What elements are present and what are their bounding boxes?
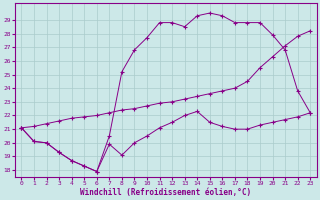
X-axis label: Windchill (Refroidissement éolien,°C): Windchill (Refroidissement éolien,°C) (80, 188, 252, 197)
